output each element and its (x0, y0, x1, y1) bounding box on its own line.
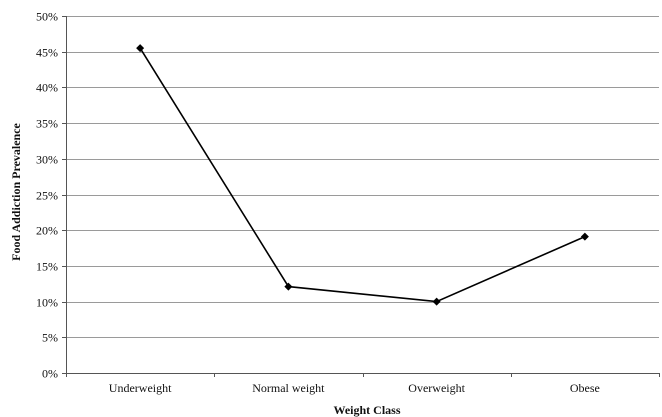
axes (62, 16, 660, 377)
y-axis-title: Food Addiction Prevalence (9, 122, 23, 260)
series (136, 44, 589, 306)
x-tick-label: Overweight (408, 381, 465, 395)
gridlines (66, 16, 659, 338)
series-line (139, 47, 586, 303)
data-point-marker (580, 232, 589, 241)
x-tick-label: Underweight (109, 381, 172, 395)
y-tick-label: 25% (36, 189, 58, 203)
y-tick-label: 50% (36, 10, 58, 24)
x-tick-label: Normal weight (252, 381, 325, 395)
y-tick-label: 35% (36, 117, 58, 131)
data-point-marker (432, 297, 441, 306)
data-point-marker (136, 44, 145, 53)
y-tick-label: 40% (36, 81, 58, 95)
y-tick-label: 20% (36, 224, 58, 238)
y-tick-label: 30% (36, 153, 58, 167)
x-tick-labels: Underweight Normal weight Overweight Obese (109, 381, 600, 395)
x-axis-title: Weight Class (333, 403, 400, 417)
x-tick-label: Obese (570, 381, 600, 395)
y-tick-label: 15% (36, 260, 58, 274)
y-tick-label: 45% (36, 46, 58, 60)
data-point-marker (284, 282, 293, 291)
y-tick-label: 0% (42, 367, 58, 381)
y-tick-label: 5% (42, 331, 58, 345)
y-tick-labels: 0% 5% 10% 15% 20% 25% 30% 35% 40% 45% 50% (36, 10, 58, 381)
y-tick-label: 10% (36, 296, 58, 310)
